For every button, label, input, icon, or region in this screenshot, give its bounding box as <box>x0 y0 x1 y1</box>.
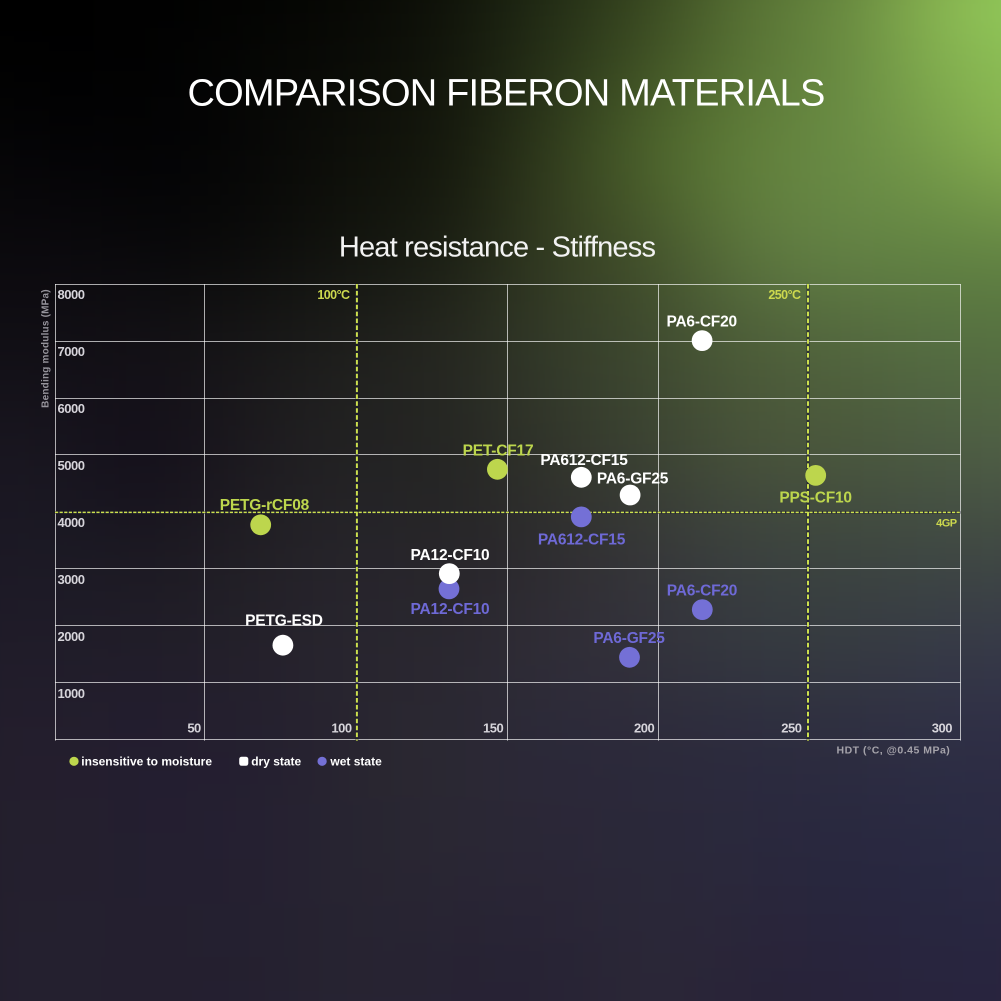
svg-text:wet state: wet state <box>329 755 382 769</box>
svg-text:7000: 7000 <box>58 344 85 359</box>
svg-text:300: 300 <box>932 720 952 735</box>
svg-text:250: 250 <box>781 720 801 735</box>
svg-text:Bending modulus (MPa): Bending modulus (MPa) <box>41 289 52 408</box>
svg-text:100: 100 <box>331 720 351 735</box>
svg-text:3000: 3000 <box>58 572 85 587</box>
svg-text:250°C: 250°C <box>768 288 801 302</box>
svg-text:HDT (°C, @0.45 MPa): HDT (°C, @0.45 MPa) <box>837 745 951 757</box>
svg-text:PA612-CF15: PA612-CF15 <box>540 452 628 469</box>
svg-text:dry state: dry state <box>251 755 301 769</box>
svg-text:Heat resistance - Stiffness: Heat resistance - Stiffness <box>339 232 656 264</box>
svg-text:6000: 6000 <box>58 401 85 416</box>
svg-text:4000: 4000 <box>58 515 85 530</box>
svg-text:8000: 8000 <box>58 287 85 302</box>
svg-text:insensitive to moisture: insensitive to moisture <box>81 755 212 769</box>
svg-text:1000: 1000 <box>58 686 85 701</box>
svg-text:PA6-CF20: PA6-CF20 <box>667 583 737 600</box>
svg-text:50: 50 <box>187 720 201 735</box>
svg-text:PET-CF17: PET-CF17 <box>463 443 534 460</box>
svg-text:200: 200 <box>634 720 654 735</box>
svg-text:5000: 5000 <box>58 458 85 473</box>
svg-text:150: 150 <box>483 720 503 735</box>
svg-text:4GP: 4GP <box>936 518 957 530</box>
svg-text:PETG-ESD: PETG-ESD <box>245 612 323 629</box>
svg-text:PA12-CF10: PA12-CF10 <box>411 601 490 618</box>
svg-text:PA6-GF25: PA6-GF25 <box>593 630 665 647</box>
svg-text:100°C: 100°C <box>317 288 350 302</box>
svg-text:PA6-GF25: PA6-GF25 <box>597 471 669 488</box>
svg-text:PPS-CF10: PPS-CF10 <box>779 490 851 507</box>
svg-text:PA612-CF15: PA612-CF15 <box>538 532 626 549</box>
svg-text:PA6-CF20: PA6-CF20 <box>666 314 736 331</box>
svg-text:PETG-rCF08: PETG-rCF08 <box>220 497 310 514</box>
svg-text:2000: 2000 <box>58 629 85 644</box>
svg-text:PA12-CF10: PA12-CF10 <box>411 547 490 564</box>
svg-text:COMPARISON FIBERON MATERIALS: COMPARISON FIBERON MATERIALS <box>187 73 824 115</box>
